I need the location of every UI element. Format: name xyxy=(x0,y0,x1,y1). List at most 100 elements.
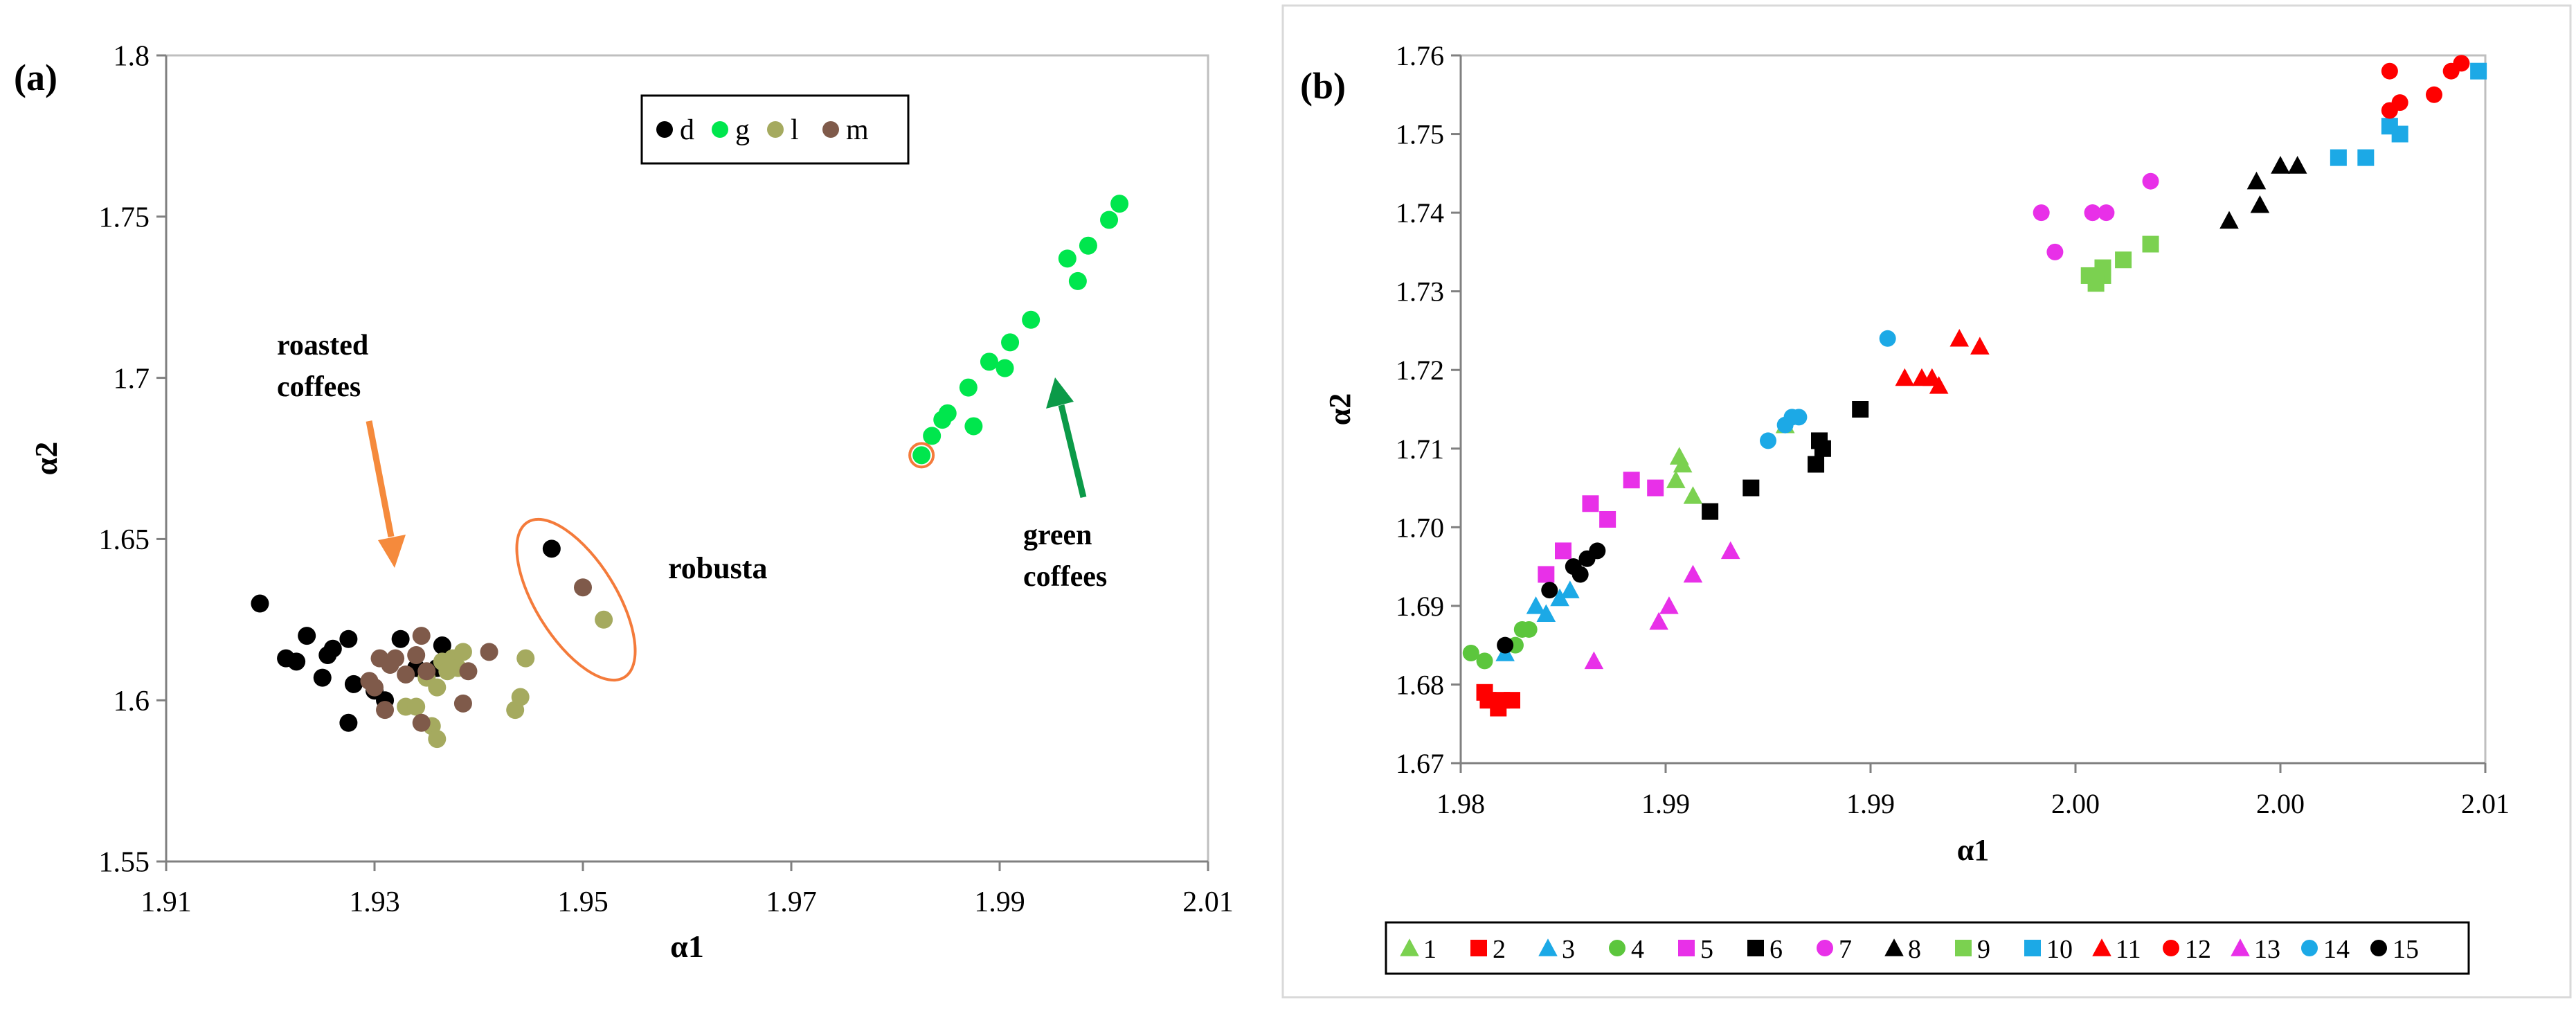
data-point-13 xyxy=(1659,596,1679,614)
data-point-7 xyxy=(2084,204,2101,222)
legend-label-15: 15 xyxy=(2393,935,2419,964)
data-point-l xyxy=(428,730,447,749)
data-point-3 xyxy=(1536,604,1556,622)
y-tick-label: 1.76 xyxy=(1396,40,1444,71)
data-point-m xyxy=(480,643,498,661)
data-point-14 xyxy=(1776,416,1794,434)
data-point-15 xyxy=(1589,542,1606,560)
legend-marker-15 xyxy=(2370,940,2387,956)
panel-a-label: (a) xyxy=(14,57,57,98)
data-point-d xyxy=(542,539,561,558)
data-point-5 xyxy=(1623,472,1640,489)
data-point-5 xyxy=(1582,495,1599,512)
data-point-4 xyxy=(1476,652,1493,670)
data-point-l xyxy=(453,643,472,661)
data-point-8 xyxy=(2271,156,2290,174)
x-tick-label: 1.99 xyxy=(1641,788,1690,819)
data-point-13 xyxy=(1683,564,1703,583)
panel-b-plot-area xyxy=(1459,54,2487,765)
data-point-15 xyxy=(1571,566,1589,583)
legend-label-8: 8 xyxy=(1908,935,1921,964)
legend-marker-6 xyxy=(1747,940,1764,956)
roasted-label-line1: roasted xyxy=(277,330,368,361)
legend-label-11: 11 xyxy=(2116,935,2141,964)
data-point-g xyxy=(980,352,998,371)
legend-label-3: 3 xyxy=(1562,935,1575,964)
data-point-8 xyxy=(2287,156,2307,174)
data-point-1 xyxy=(1666,470,1686,488)
data-point-g xyxy=(959,378,978,397)
legend-marker-m xyxy=(822,121,839,138)
legend-label-d: d xyxy=(680,114,694,146)
legend-marker-d xyxy=(656,121,673,138)
x-tick-label: 1.98 xyxy=(1436,788,1485,819)
data-point-d xyxy=(287,652,306,671)
data-point-3 xyxy=(1526,596,1546,614)
data-point-d xyxy=(323,639,342,658)
y-tick-label: 1.75 xyxy=(99,202,150,234)
data-point-8 xyxy=(2246,171,2267,190)
y-tick-label: 1.72 xyxy=(1396,355,1444,386)
data-point-13 xyxy=(1584,651,1604,670)
data-point-d xyxy=(298,627,316,645)
legend-marker-9 xyxy=(1955,940,1972,956)
data-point-m xyxy=(397,665,415,684)
data-point-12 xyxy=(2442,62,2460,80)
data-point-8 xyxy=(2219,211,2239,229)
robusta-ellipse xyxy=(515,517,637,682)
data-point-g xyxy=(1058,249,1077,268)
legend-label-m: m xyxy=(846,114,869,146)
data-point-g xyxy=(1001,333,1020,352)
legend-marker-7 xyxy=(1817,940,1833,956)
data-point-m xyxy=(574,578,592,597)
legend-label-l: l xyxy=(791,114,799,146)
data-point-3 xyxy=(1550,588,1569,607)
data-point-12 xyxy=(2381,102,2398,119)
data-point-13 xyxy=(1720,541,1740,560)
legend-label-6: 6 xyxy=(1769,935,1783,964)
data-point-5 xyxy=(1599,510,1616,528)
data-point-9 xyxy=(2115,251,2132,269)
legend-label-13: 13 xyxy=(2254,935,2280,964)
data-point-10 xyxy=(2470,62,2487,80)
data-point-12 xyxy=(2381,62,2398,80)
legend-marker-8 xyxy=(1884,938,1904,956)
legend-label-5: 5 xyxy=(1700,935,1713,964)
data-point-l xyxy=(407,697,426,716)
data-point-m xyxy=(412,627,431,645)
legend-marker-12 xyxy=(2163,940,2179,956)
data-point-2 xyxy=(1490,699,1507,717)
panel-b-axes: 1.98 1.99 1.99 2.00 2.00 2.01 1.67 1.68 1.69 1.70… xyxy=(1323,40,2510,867)
data-point-g xyxy=(1100,211,1119,229)
data-point-6 xyxy=(1852,401,1869,418)
data-point-m xyxy=(459,662,478,681)
legend-marker-10 xyxy=(2024,940,2041,956)
data-point-m xyxy=(366,678,384,697)
data-point-l xyxy=(516,649,535,668)
legend-label-7: 7 xyxy=(1839,935,1852,964)
data-point-13 xyxy=(1649,611,1668,630)
panel-b-label: (b) xyxy=(1300,65,1346,107)
legend-label-1: 1 xyxy=(1423,935,1436,964)
legend-marker-l xyxy=(767,121,784,138)
green-label-line2: coffees xyxy=(1023,561,1107,593)
highlight-ring xyxy=(908,442,935,469)
data-point-12 xyxy=(2426,86,2442,103)
y-tick-label: 1.6 xyxy=(114,686,150,717)
data-point-7 xyxy=(2046,243,2064,260)
green-label-line1: green xyxy=(1023,519,1092,551)
y-axis-title: α2 xyxy=(28,442,64,476)
legend-label-g: g xyxy=(735,114,750,146)
legend-label-10: 10 xyxy=(2046,935,2073,964)
roasted-label-line2: coffees xyxy=(277,371,361,403)
legend-label-12: 12 xyxy=(2185,935,2211,964)
y-tick-label: 1.7 xyxy=(114,363,150,395)
green-arrow-head xyxy=(1046,377,1074,409)
x-tick-label: 2.00 xyxy=(2051,788,2100,819)
legend-marker-14 xyxy=(2301,940,2318,956)
data-point-15 xyxy=(1497,636,1514,654)
data-point-g xyxy=(923,427,942,445)
data-point-7 xyxy=(2033,204,2050,222)
data-point-l xyxy=(511,688,530,706)
